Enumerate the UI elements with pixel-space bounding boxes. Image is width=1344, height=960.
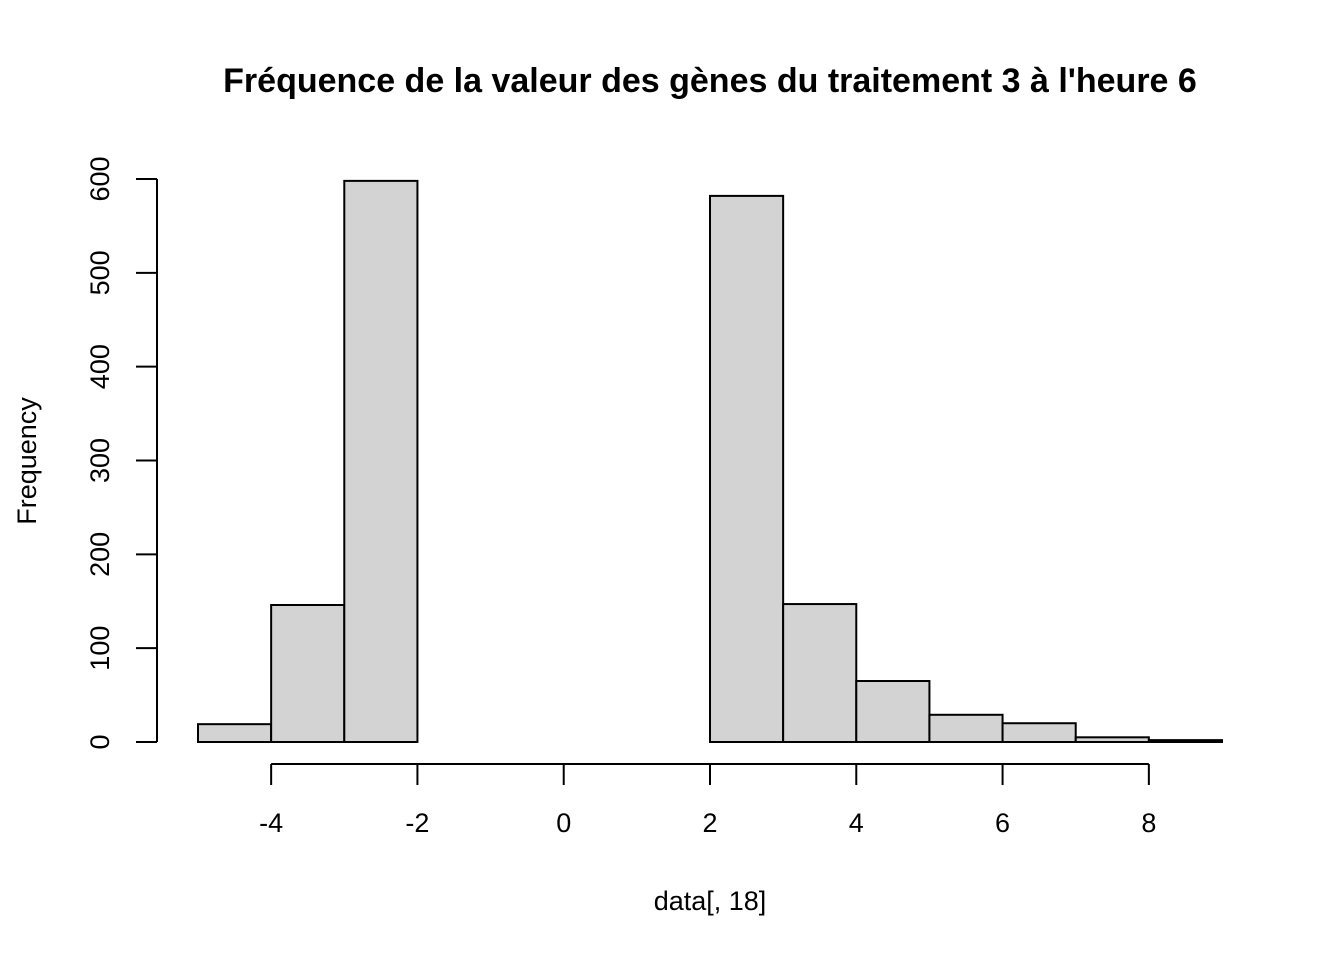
- histogram-bar: [270, 604, 346, 744]
- y-tick-label: 200: [85, 532, 115, 577]
- histogram-bar: [1001, 722, 1077, 744]
- x-axis: -4 -2 0 2 4 6 8: [259, 763, 1156, 838]
- y-tick-label: 600: [85, 156, 115, 201]
- histogram-bar: [855, 680, 931, 744]
- y-tick-label: 0: [85, 734, 115, 749]
- histogram-bar: [1074, 736, 1150, 744]
- x-tick-label: 0: [556, 808, 571, 838]
- histogram-bar: [709, 194, 785, 743]
- histogram-bar: [197, 723, 273, 744]
- histogram-bar: [928, 713, 1004, 743]
- histogram-bar: [343, 179, 419, 744]
- histogram-bar: [1147, 739, 1224, 744]
- histogram-bar: [782, 603, 858, 743]
- x-tick-label: 6: [995, 808, 1010, 838]
- x-tick-label: 8: [1141, 808, 1156, 838]
- x-tick-label: 4: [849, 808, 864, 838]
- y-axis: 0 100 200 300 400 500 600: [85, 156, 158, 750]
- bars-group: [197, 179, 1224, 744]
- x-axis-label: data[, 18]: [654, 886, 767, 916]
- y-tick-label: 400: [85, 344, 115, 389]
- y-tick-label: 500: [85, 250, 115, 295]
- x-tick-label: -4: [259, 808, 283, 838]
- chart-title: Fréquence de la valeur des gènes du trai…: [223, 62, 1197, 100]
- y-axis-label: Frequency: [12, 397, 42, 525]
- y-tick-label: 100: [85, 626, 115, 671]
- x-tick-label: -2: [405, 808, 429, 838]
- x-tick-label: 2: [702, 808, 717, 838]
- y-tick-label: 300: [85, 438, 115, 483]
